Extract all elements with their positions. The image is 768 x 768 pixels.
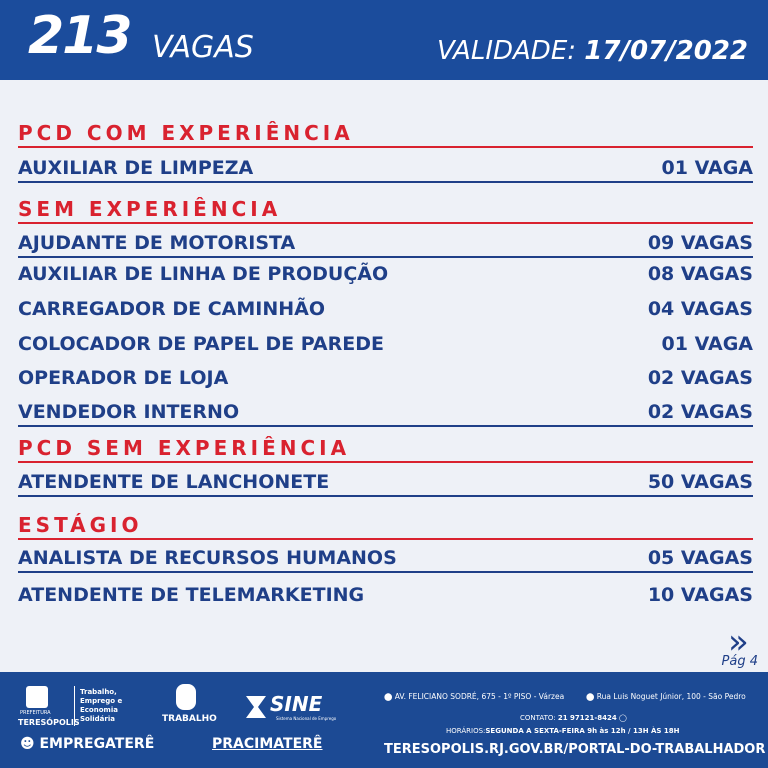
job-row: AUXILIAR DE LIMPEZA 01 VAGA [18,153,753,183]
sine-logo: SINE [270,692,323,716]
section-title: SEM EXPERIÊNCIA [18,198,753,224]
job-row: ANALISTA DE RECURSOS HUMANOS 05 VAGAS [18,543,753,573]
validity-date: 17/07/2022 [584,36,748,66]
footer: PREFEITURA TERESÓPOLIS Trabalho, Emprego… [0,672,768,768]
header: 213 VAGAS VALIDADE: 17/07/2022 [0,0,768,80]
job-title: CARREGADOR DE CAMINHÃO [18,298,326,320]
section-title: PCD SEM EXPERIÊNCIA [18,437,753,463]
vacancy-count: 213 [28,6,133,66]
contact-phone: 21 97121-8424 [557,714,617,722]
address-2: ⬤ Rua Luis Noguet Júnior, 100 - São Pedr… [586,692,746,701]
section-title: ESTÁGIO [18,514,753,540]
job-title: AJUDANTE DE MOTORISTA [18,232,296,254]
trabalho-logo: TRABALHO [162,714,217,724]
job-qty: 10 VAGAS [647,584,753,606]
address-2-text: Rua Luis Noguet Júnior, 100 - São Pedro [596,692,746,701]
pracimatere-logo: PRACIMATERÊ [212,736,323,752]
job-row: AUXILIAR DE LINHA DE PRODUÇÃO 08 VAGAS [18,259,753,289]
vacancy-label: VAGAS [152,30,254,65]
job-title: ANALISTA DE RECURSOS HUMANOS [18,547,397,569]
job-qty: 01 VAGA [661,157,753,179]
portal-url[interactable]: TERESOPOLIS.RJ.GOV.BR/PORTAL-DO-TRABALHA… [384,742,766,757]
contact: CONTATO: 21 97121-8424 ◯ [520,714,627,722]
prefeitura-label: PREFEITURA [20,710,51,716]
job-qty: 02 VAGAS [647,401,753,423]
divider [74,686,75,726]
job-row: OPERADOR DE LOJA 02 VAGAS [18,363,753,393]
hours: HORÁRIOS:SEGUNDA A SEXTA-FEIRA 9h às 12h… [446,727,680,735]
validity: VALIDADE: 17/07/2022 [437,36,748,66]
job-row: CARREGADOR DE CAMINHÃO 04 VAGAS [18,294,753,324]
job-qty: 02 VAGAS [647,367,753,389]
sine-subtitle: Sistema Nacional de Emprego [276,716,337,721]
address-1: ⬤ AV. FELICIANO SODRÉ, 675 - 1º PISO - V… [384,692,564,701]
next-page-icon[interactable]: » [728,622,749,662]
validity-label: VALIDADE: [437,36,577,66]
job-qty: 08 VAGAS [647,263,753,285]
people-icon: ☻ [20,736,40,752]
job-qty: 04 VAGAS [647,298,753,320]
state-crest-icon [176,684,196,710]
section-title: PCD COM EXPERIÊNCIA [18,122,753,148]
job-qty: 50 VAGAS [647,471,753,493]
location-pin-icon: ⬤ [586,692,597,701]
job-title: AUXILIAR DE LIMPEZA [18,157,254,179]
job-row: ATENDENTE DE LANCHONETE 50 VAGAS [18,467,753,497]
job-row: AJUDANTE DE MOTORISTA 09 VAGAS [18,228,753,258]
job-qty: 09 VAGAS [647,232,753,254]
contact-label: CONTATO: [520,714,556,722]
job-row: ATENDENTE DE TELEMARKETING 10 VAGAS [18,580,753,610]
address-1-text: AV. FELICIANO SODRÉ, 675 - 1º PISO - Vár… [394,692,565,701]
job-title: ATENDENTE DE LANCHONETE [18,471,330,493]
job-row: VENDEDOR INTERNO 02 VAGAS [18,397,753,427]
empregatere-logo: ☻ EMPREGATERÊ [20,736,154,752]
job-title: AUXILIAR DE LINHA DE PRODUÇÃO [18,263,389,285]
job-title: COLOCADOR DE PAPEL DE PAREDE [18,333,384,355]
job-title: VENDEDOR INTERNO [18,401,240,423]
job-title: ATENDENTE DE TELEMARKETING [18,584,365,606]
whatsapp-icon: ◯ [616,714,627,722]
city-name: TERESÓPOLIS [18,718,80,727]
job-title: OPERADOR DE LOJA [18,367,229,389]
empregatere-text: EMPREGATERÊ [39,736,155,752]
page-number: Pág 4 [721,654,758,669]
job-qty: 05 VAGAS [647,547,753,569]
sine-logo-icon [246,696,266,718]
city-crest-icon [26,686,48,708]
job-qty: 01 VAGA [661,333,753,355]
job-row: COLOCADOR DE PAPEL DE PAREDE 01 VAGA [18,329,753,359]
dept-name: Trabalho, Emprego e Economia Solidária [80,688,123,723]
location-pin-icon: ⬤ [384,692,395,701]
hours-label: HORÁRIOS: [446,727,486,735]
hours-value: SEGUNDA A SEXTA-FEIRA 9h às 12h / 13H ÀS… [485,727,680,735]
